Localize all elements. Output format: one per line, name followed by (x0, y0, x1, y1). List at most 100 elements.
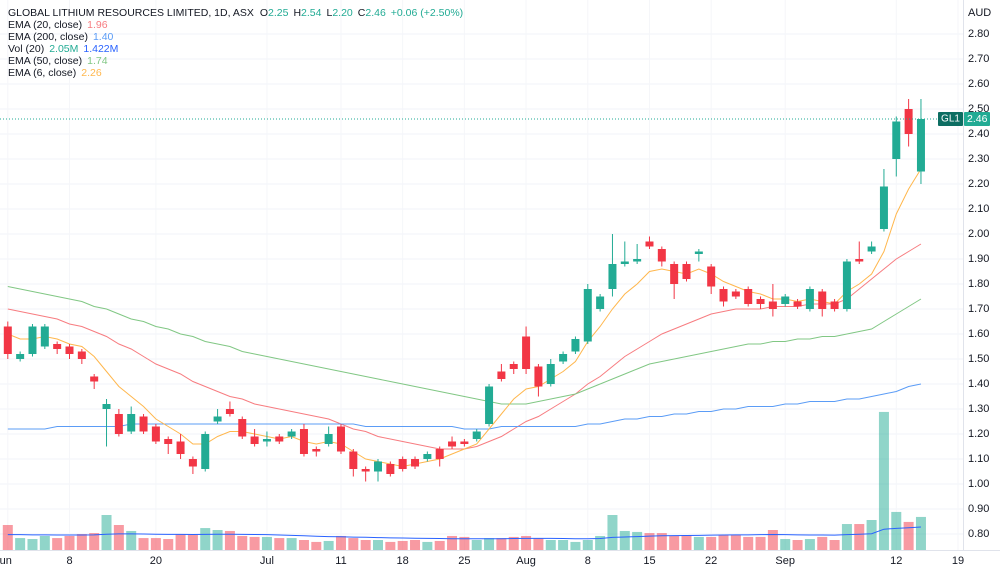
volume-bar (829, 540, 840, 550)
volume-bar (434, 540, 445, 550)
volume-bar (126, 530, 137, 550)
candle-body (188, 459, 197, 467)
candle-body (694, 251, 703, 254)
legend-ma-value: 1.422M (83, 43, 118, 55)
legend-value: 2.05M (49, 43, 78, 55)
symbol-tag: GL1 (941, 114, 960, 125)
volume-bar (397, 540, 408, 550)
x-tick-label: Jun (0, 555, 12, 567)
candle-body (645, 241, 654, 247)
volume-bar (200, 528, 211, 550)
legend-name: EMA (50, close) (8, 55, 82, 67)
y-tick-label: 1.80 (968, 278, 989, 290)
volume-bar (854, 524, 865, 550)
volume-bar (89, 533, 100, 550)
volume-bar (52, 538, 63, 550)
volume-bar (224, 530, 235, 550)
legend-item: EMA (200, close) 1.40 (8, 31, 114, 43)
volume-bar (570, 541, 581, 550)
ohlc-label: L (326, 7, 332, 19)
volume-bar (558, 540, 569, 550)
x-tick-label: 11 (335, 555, 346, 567)
indicator-layer (7, 168, 922, 468)
candle-body (620, 261, 629, 264)
y-tick-label: 1.90 (968, 253, 989, 265)
ohlc-value: 2.20 (332, 7, 353, 19)
volume-bar (237, 535, 248, 550)
volume-bar (903, 521, 914, 550)
last-price-tag-bg (964, 112, 990, 126)
y-tick-label: 0.90 (968, 503, 989, 515)
legend-name: EMA (6, close) (8, 67, 76, 79)
volume-bar (471, 540, 482, 550)
candle-body (830, 301, 839, 309)
candle-body (225, 409, 234, 414)
candle-body (53, 344, 62, 349)
x-tick-label: Aug (516, 555, 536, 567)
y-tick-label: 2.10 (968, 203, 989, 215)
candle-body (299, 429, 308, 454)
volume-bar (730, 535, 741, 550)
candle-body (546, 364, 555, 384)
candle-body (90, 376, 99, 382)
volume-bar (274, 538, 285, 550)
candle-body (719, 289, 728, 302)
volume-bar (212, 530, 223, 550)
candle-body (571, 339, 580, 352)
legend-header: GLOBAL LITHIUM RESOURCES LIMITED, 1D, AS… (8, 7, 463, 19)
volume-bar (804, 539, 815, 550)
legend-value: 1.96 (87, 19, 108, 31)
volume-bar (249, 536, 260, 550)
volume-bar (706, 536, 717, 550)
candle-body (731, 291, 740, 297)
x-tick-label: 20 (150, 555, 162, 567)
volume-bar (780, 539, 791, 550)
candle-body (608, 264, 617, 289)
candle-body (374, 461, 382, 472)
legend-name: Vol (20) (8, 43, 44, 55)
candle-body (485, 386, 494, 424)
candle-body (879, 186, 888, 229)
candle-body (213, 416, 222, 422)
volume-bar (410, 540, 421, 550)
y-tick-label: 1.60 (968, 328, 989, 340)
x-tick-label: Sep (775, 555, 795, 567)
volume-bar (817, 536, 828, 550)
x-tick-label: 8 (66, 555, 72, 567)
candle-body (201, 434, 210, 469)
candle-body (275, 436, 284, 442)
candle-body (707, 266, 716, 287)
y-tick-label: 2.60 (968, 78, 989, 90)
volume-bar (175, 534, 186, 550)
candle-body (916, 119, 925, 172)
candle-body (509, 364, 518, 369)
candle-body (287, 431, 296, 437)
candle-body (855, 259, 864, 262)
candle-body (176, 441, 185, 454)
legend-item: Vol (20) 2.05M 1.422M (8, 43, 118, 55)
legend-value: 1.74 (87, 55, 108, 67)
legend-name: EMA (200, close) (8, 31, 88, 43)
volume-bar (360, 540, 371, 550)
volume-bar (459, 536, 470, 550)
candle-body (497, 371, 506, 379)
x-tick-label: 15 (643, 555, 655, 567)
volume-bar (607, 515, 618, 550)
volume-bar (582, 540, 593, 550)
candle-body (164, 439, 173, 444)
candle-body (633, 259, 642, 262)
y-tick-label: 1.70 (968, 303, 989, 315)
volume-bar (27, 539, 38, 550)
candle-body (842, 261, 851, 309)
change-value: +0.06 (+2.50%) (391, 7, 463, 19)
volume-bar (323, 540, 334, 550)
legend-item: EMA (50, close) 1.74 (8, 55, 108, 67)
volume-bar (447, 535, 458, 550)
ema-line (7, 168, 922, 468)
candle-body (127, 414, 136, 432)
y-tick-label: 1.40 (968, 378, 989, 390)
candle-body (448, 441, 457, 447)
x-tick-label: Jul (260, 555, 274, 567)
volume-bar (792, 540, 803, 550)
candle-body (361, 469, 370, 472)
